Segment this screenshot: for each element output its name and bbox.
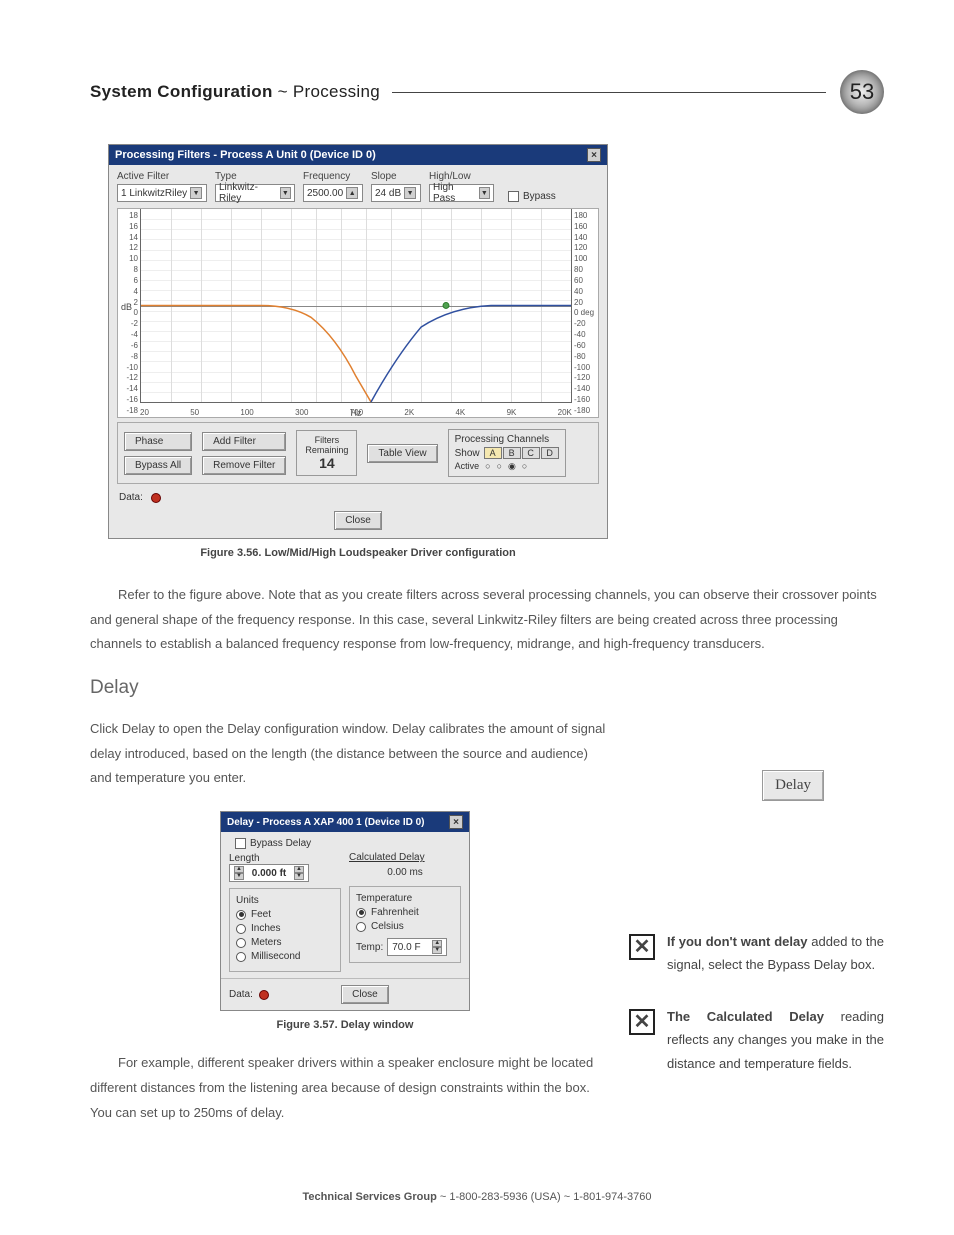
page-number-badge: 53	[840, 70, 884, 114]
sidenote-2: ✕ The Calculated Delay reading reflects …	[629, 1005, 884, 1075]
data-indicator-icon	[259, 990, 269, 1000]
header-title: System Configuration ~ Processing	[90, 82, 380, 102]
frequency-input[interactable]: 2500.00▲	[303, 184, 363, 202]
processing-filters-window: Processing Filters - Process A Unit 0 (D…	[108, 144, 608, 539]
temp-unit-radio[interactable]: Fahrenheit	[356, 907, 454, 918]
x-axis-ticks: 20501003007002K4K9K20K	[140, 408, 572, 417]
spinner-icon: ▲	[346, 187, 358, 199]
channel-tab[interactable]: D	[541, 447, 559, 459]
y-axis-right: 180160140120100806040200 deg-20-40-60-80…	[572, 209, 598, 417]
add-filter-button[interactable]: Add Filter	[202, 432, 286, 451]
chevron-down-icon: ▼	[190, 187, 202, 199]
paragraph-2: Click Delay to open the Delay configurat…	[90, 717, 610, 791]
length-input[interactable]: ▲▼ 0.000 ft ▲▼	[229, 864, 309, 882]
bypass-delay-checkbox[interactable]: Bypass Delay	[235, 838, 341, 849]
channel-tab[interactable]: C	[522, 447, 540, 459]
unit-radio[interactable]: Millisecond	[236, 951, 334, 962]
phase-button[interactable]: Phase	[124, 432, 192, 451]
note-icon: ✕	[629, 934, 655, 960]
header-title-bold: System Configuration	[90, 82, 273, 101]
paragraph-3: For example, different speaker drivers w…	[90, 1051, 610, 1125]
delay-heading: Delay	[90, 677, 884, 699]
paragraph-1: Refer to the figure above. Note that as …	[90, 583, 884, 657]
page-header: System Configuration ~ Processing 53	[90, 70, 884, 114]
close-button[interactable]: Close	[334, 511, 382, 530]
bypass-all-button[interactable]: Bypass All	[124, 456, 192, 475]
figure-caption-2: Figure 3.57. Delay window	[220, 1019, 470, 1031]
type-dropdown[interactable]: Linkwitz-Riley▼	[215, 184, 295, 202]
highlow-dropdown[interactable]: High Pass▼	[429, 184, 494, 202]
channel-tab[interactable]: A	[484, 447, 502, 459]
close-icon[interactable]: ×	[587, 148, 601, 162]
sidenote-1: ✕ If you don't want delay added to the s…	[629, 930, 884, 977]
close-icon[interactable]: ×	[449, 815, 463, 829]
temp-input[interactable]: 70.0 F ▲▼	[387, 938, 447, 956]
delay-window: Delay - Process A XAP 400 1 (Device ID 0…	[220, 811, 470, 1011]
filter-chart: 181614121086420-2-4-6-8-10-12-14-16-18 d…	[117, 208, 599, 418]
filters-remaining: Filters Remaining 14	[296, 430, 357, 476]
sidenote-column: ✕ If you don't want delay added to the s…	[629, 930, 884, 1103]
channel-tab[interactable]: B	[503, 447, 521, 459]
figure-caption-1: Figure 3.56. Low/Mid/High Loudspeaker Dr…	[108, 547, 608, 559]
chart-plot: dB Hz	[140, 209, 572, 403]
unit-radio[interactable]: Meters	[236, 937, 334, 948]
chevron-down-icon: ▼	[404, 187, 416, 199]
chevron-down-icon: ▼	[479, 187, 490, 199]
unit-radio[interactable]: Inches	[236, 923, 334, 934]
table-view-button[interactable]: Table View	[367, 444, 437, 463]
remove-filter-button[interactable]: Remove Filter	[202, 456, 286, 475]
filter-lower-panel: Phase Bypass All Add Filter Remove Filte…	[117, 422, 599, 484]
filter-titlebar[interactable]: Processing Filters - Process A Unit 0 (D…	[109, 145, 607, 165]
chart-curves	[141, 209, 571, 402]
note-icon: ✕	[629, 1009, 655, 1035]
filter-title: Processing Filters - Process A Unit 0 (D…	[115, 149, 376, 161]
processing-channels-box: Processing Channels Show ABCD Active ○○◉…	[448, 429, 566, 477]
y-axis-left: 181614121086420-2-4-6-8-10-12-14-16-18	[118, 209, 140, 417]
filter-controls-row: Active Filter 1 LinkwitzRiley▼ Type Link…	[109, 165, 607, 206]
delay-close-button[interactable]: Close	[341, 985, 389, 1004]
unit-radio[interactable]: Feet	[236, 909, 334, 920]
page-footer: Technical Services Group ~ 1-800-283-593…	[0, 1191, 954, 1203]
temp-unit-radio[interactable]: Celsius	[356, 921, 454, 932]
header-rule	[392, 92, 826, 93]
bypass-checkbox[interactable]: Bypass	[508, 191, 556, 202]
active-radios[interactable]: Active ○○◉○	[455, 461, 559, 472]
delay-titlebar[interactable]: Delay - Process A XAP 400 1 (Device ID 0…	[221, 812, 469, 832]
data-indicator-icon	[151, 493, 161, 503]
chevron-down-icon: ▼	[280, 187, 291, 199]
active-filter-dropdown[interactable]: 1 LinkwitzRiley▼	[117, 184, 207, 202]
data-indicator-row: Data:	[109, 488, 607, 507]
slope-dropdown[interactable]: 24 dB▼	[371, 184, 421, 202]
delay-button[interactable]: Delay	[762, 770, 824, 801]
